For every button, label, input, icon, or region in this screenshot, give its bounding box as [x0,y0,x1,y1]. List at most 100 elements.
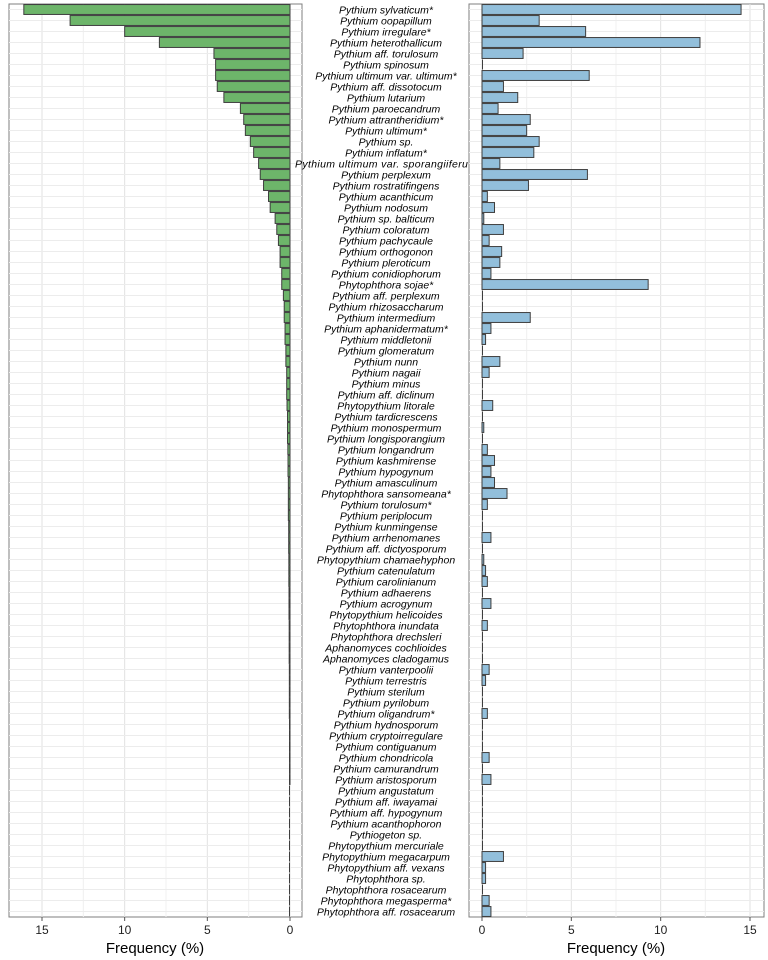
right-bar [481,235,490,246]
category-label: Pythium vanterpoolii [339,664,434,676]
left-bar [288,532,291,543]
left-bar [288,576,291,587]
category-label: Pythium ultimum* [345,125,428,137]
left-bar [269,202,291,213]
left-bar [288,642,291,653]
right-bar [481,367,490,378]
right-bar [481,180,529,191]
category-label: Pythium lutarium [347,92,425,104]
category-label: Aphanomyces cladogamus [322,653,450,665]
category-label: Phytophthora rosacearum [326,884,447,896]
category-label: Pythium aff. dissotocum [330,81,442,93]
category-label: Pythium adhaerens [341,587,432,599]
right-bar [481,70,590,81]
left-bar [287,510,291,521]
left-bar [223,92,291,103]
category-label: Pythium ultimum var. ultimum* [315,70,457,82]
right-bar [481,312,531,323]
right-x-tick-label: 10 [654,923,668,937]
right-bar [481,466,492,477]
category-label: Pythium aff. perplexum [332,290,440,302]
left-bar [213,48,291,59]
right-bar [481,268,492,279]
category-label: Pythium conidiophorum [331,268,441,280]
category-label: Pythium intermedium [337,312,436,324]
category-label: Pythium acrogynum [340,598,433,610]
right-bar [481,169,588,180]
right-bar [481,477,496,488]
left-bar [287,466,291,477]
left-bar [263,180,291,191]
category-label: Pythium irregulare* [341,26,431,38]
right-bar [481,488,508,499]
right-bar [481,620,488,631]
right-x-tick-label: 5 [568,923,575,937]
right-x-axis-title: Frequency (%) [567,940,665,957]
left-bar [288,697,291,708]
left-bar [288,598,291,609]
right-bar [481,664,490,675]
right-bar [481,147,535,158]
left-bar [215,59,291,70]
left-bar [288,653,291,664]
left-x-tick-label: 5 [204,923,211,937]
right-bar [481,48,524,59]
right-bar [481,356,501,367]
left-bar [287,422,291,433]
category-label: Pythium nagaii [352,367,422,379]
left-bar [215,70,291,81]
right-bar [481,213,485,224]
right-bar [481,224,504,235]
right-panel: 0 5 10 15 [468,3,765,937]
left-x-tick-label: 10 [118,923,132,937]
category-label: Pythium sp. balticum [338,213,435,225]
right-bar [481,873,487,884]
left-bar [281,279,291,290]
category-label: Pythium arrhenomanes [332,532,441,544]
category-label: Pythium oopapillum [340,15,432,27]
category-label: Pythium chondricola [339,752,434,764]
category-label: Pythiogeton sp. [350,829,422,841]
left-bar [287,455,291,466]
left-bar [288,587,291,598]
left-bar [288,554,291,565]
left-bar [288,620,291,631]
category-label: Pythium nodosum [344,202,428,214]
right-bar [481,499,488,510]
left-bar [288,664,291,675]
left-bar [279,257,291,268]
left-bar [23,4,291,15]
left-bar [285,356,291,367]
right-bar [481,103,499,114]
category-label: Pythium inflatum* [345,147,428,159]
right-bar [481,708,488,719]
category-label: Phytophthora drechsleri [331,631,443,643]
left-bar [216,81,291,92]
right-bar [481,444,488,455]
right-bar [481,752,490,763]
category-label: Pythium contiguanum [336,741,437,753]
left-bar [124,26,291,37]
category-label: Pythium angustatum [338,785,434,797]
category-label: Pythium aff. iwayamai [335,796,438,808]
left-bar [288,708,291,719]
left-x-axis-title: Frequency (%) [106,940,204,957]
left-bar [287,499,291,510]
category-label: Pythium perplexum [341,169,431,181]
category-label: Pythium tardicrescens [334,411,438,423]
left-bar [284,334,291,345]
category-label: Pythium longandrum [338,444,435,456]
category-label: Pythium attrantheridium* [329,114,445,126]
category-label: Pythium pleroticum [341,257,431,269]
category-label: Pythium middletonii [340,334,432,346]
category-label: Phytophthora sojae* [339,279,434,291]
right-x-tick-label: 0 [479,923,486,937]
right-bar [481,862,487,873]
right-bar [481,851,504,862]
right-bar [481,114,531,125]
right-bar [481,598,492,609]
right-bar [481,323,492,334]
category-label: Pythium acanthophoron [331,818,442,830]
left-bar [285,345,291,356]
right-bar [481,279,649,290]
